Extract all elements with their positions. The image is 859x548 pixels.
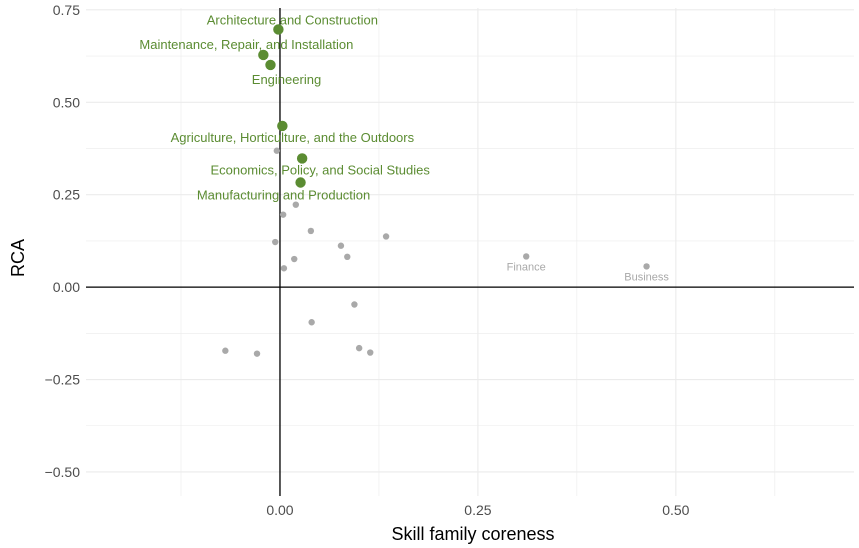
gray-data-point xyxy=(291,255,298,263)
gray-data-point xyxy=(367,349,374,356)
gray-data-point xyxy=(355,344,363,352)
point-labels: Finance Business Architecture and Construc… xyxy=(139,12,669,283)
y-tick-label: −0.50 xyxy=(45,464,81,480)
y-tick-label: −0.25 xyxy=(45,372,81,388)
x-axis-title: Skill family coreness xyxy=(391,524,554,544)
zero-reference-lines xyxy=(86,8,854,496)
gray-point-label: Finance xyxy=(507,261,546,273)
highlighted-point-label: Manufacturing and Production xyxy=(197,187,370,202)
gray-data-point xyxy=(280,265,288,272)
tick-labels: 0.00 0.25 0.50 −0.50 −0.25 0.00 0.25 0.50 0.75 xyxy=(45,2,690,518)
gray-data-point xyxy=(307,227,315,235)
y-tick-label: 0.50 xyxy=(53,94,80,110)
highlighted-data-point xyxy=(277,120,288,132)
gray-data-point xyxy=(253,350,261,357)
gray-data-point xyxy=(273,147,281,154)
data-points xyxy=(222,24,650,357)
gray-data-point xyxy=(308,319,315,326)
x-tick-label: 0.25 xyxy=(464,502,491,518)
highlighted-point-label: Engineering xyxy=(252,72,321,87)
gray-point-label: Business xyxy=(624,271,669,283)
y-tick-label: 0.25 xyxy=(53,187,80,203)
highlighted-point-label: Economics, Policy, and Social Studies xyxy=(210,162,430,177)
gray-data-point xyxy=(523,253,530,260)
highlighted-data-point xyxy=(265,59,276,71)
grid-lines xyxy=(86,8,854,496)
highlighted-data-point xyxy=(258,49,269,61)
highlighted-data-point xyxy=(295,177,306,188)
gray-data-point xyxy=(279,211,287,218)
highlighted-point-label: Architecture and Construction xyxy=(207,12,378,27)
gray-data-point xyxy=(272,238,279,246)
gray-data-point xyxy=(344,253,351,261)
highlighted-data-point xyxy=(273,24,284,35)
gray-data-point xyxy=(382,233,390,240)
gray-data-point xyxy=(351,301,358,308)
highlighted-point-label: Maintenance, Repair, and Installation xyxy=(139,37,353,52)
highlighted-data-point xyxy=(296,153,308,164)
x-tick-label: 0.50 xyxy=(662,502,689,518)
gray-data-point xyxy=(643,263,650,270)
gray-data-point xyxy=(337,242,345,249)
gray-data-point xyxy=(292,201,300,208)
highlighted-point-label: Agriculture, Horticulture, and the Outdo… xyxy=(171,130,415,145)
y-tick-label: 0.75 xyxy=(53,2,80,18)
gray-data-point xyxy=(222,347,229,354)
y-tick-label: 0.00 xyxy=(53,279,80,295)
y-axis-title: RCA xyxy=(8,239,28,277)
x-tick-label: 0.00 xyxy=(266,502,293,518)
